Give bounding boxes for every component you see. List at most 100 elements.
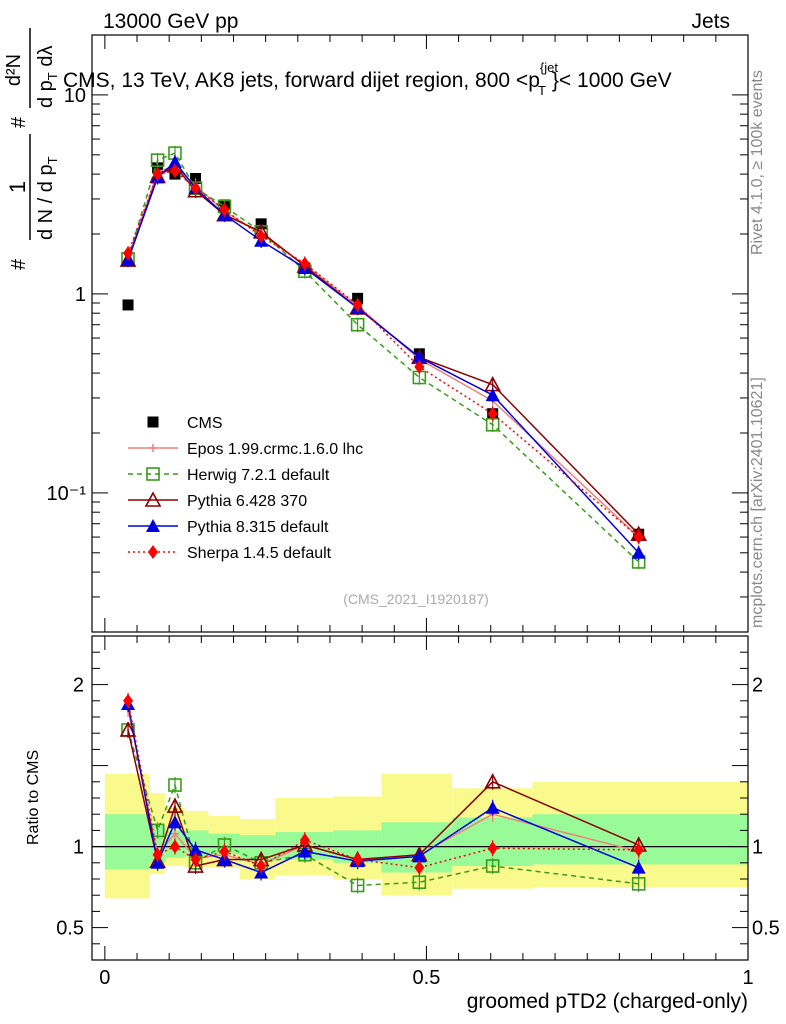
ratio-point-pythia8	[297, 844, 312, 858]
ratio-point-pythia8	[631, 860, 646, 874]
legend-marker-herwig	[146, 467, 160, 481]
main-point-sherpa	[219, 202, 230, 217]
ylabel-frac2-den-a: d p	[35, 80, 57, 108]
ratio-point-sherpa	[219, 844, 230, 859]
ratio-panel-frame: 2 2 1 1 0.5 0.5 0 0.5 1	[56, 635, 780, 989]
band-inner	[381, 822, 453, 873]
side-text-top: Rivet 4.1.0, ≥ 100k events	[749, 70, 766, 255]
ratio-point-herwig	[168, 778, 182, 792]
ratio-point-sherpa	[299, 833, 310, 848]
legend-item-pythia8: Pythia 8.315 default	[128, 519, 329, 536]
legend-item-herwig: Herwig 7.2.1 default	[128, 467, 330, 484]
ratio-point-sherpa	[190, 852, 201, 867]
legend-item-data: CMS	[147, 415, 223, 432]
main-point-sherpa	[487, 406, 498, 421]
main-series-pythia6	[119, 157, 648, 542]
side-text-bottom: mcplots.cern.ch [arXiv:2401.10621]	[749, 377, 766, 628]
legend-item-pythia6: Pythia 6.428 370	[128, 491, 307, 510]
ratio-point-pythia8	[188, 842, 203, 856]
main-point-sherpa	[633, 530, 644, 545]
ratio-point-sherpa	[256, 859, 267, 874]
y-tick-label: 2	[73, 675, 84, 697]
legend-label-data: CMS	[187, 415, 223, 432]
ratio-point-pythia6	[166, 797, 184, 813]
ratio-point-sherpa	[352, 852, 363, 867]
legend-item-epos: Epos 1.99.crmc.1.6.0 lhc	[128, 441, 363, 458]
ylabel-frac2-num: d²N	[3, 54, 25, 86]
ratio-point-herwig	[412, 875, 427, 890]
axes-frame	[91, 34, 749, 633]
ylabel-frac2-den-sub: T	[45, 72, 60, 80]
main-point-pythia8	[412, 350, 427, 364]
ratio-point-herwig	[350, 878, 365, 893]
title-prefix: CMS, 13 TeV, AK8 jets, forward dijet reg…	[63, 69, 540, 92]
ratio-point-sherpa	[487, 841, 498, 856]
ratio-point-herwig	[631, 877, 646, 891]
y-tick-label: 1	[73, 837, 84, 859]
legend-marker-data	[147, 416, 159, 428]
plot-title: CMS, 13 TeV, AK8 jets, forward dijet reg…	[63, 60, 672, 98]
legend-label-sherpa: Sherpa 1.4.5 default	[187, 545, 332, 562]
x-tick-label: 1	[742, 967, 753, 989]
ratio-point-pythia8	[167, 815, 182, 829]
ratio-point-sherpa	[414, 860, 425, 875]
ratio-uncertainty-bands	[92, 773, 748, 899]
main-point-sherpa	[299, 256, 310, 271]
ylabel-hash-1: #	[8, 258, 30, 270]
ylabel-frac1-den-text: d N / d p	[35, 164, 57, 240]
main-point-pythia8	[631, 545, 646, 559]
x-tick-label: 0	[99, 967, 110, 989]
main-point-sherpa	[256, 229, 267, 244]
ratio-point-pythia8	[412, 849, 427, 863]
legend: CMS Epos 1.99.crmc.1.6.0 lhc Herwig 7.2.1 …	[128, 415, 363, 562]
y-tick-label-right: 0.5	[752, 918, 780, 940]
main-point-sherpa	[152, 167, 163, 182]
main-point-pythia8	[167, 155, 182, 169]
legend-marker-pythia6	[144, 491, 162, 507]
legend-label-pythia6: Pythia 6.428 370	[187, 493, 307, 510]
legend-label-pythia8: Pythia 8.315 default	[187, 519, 329, 536]
ylabel-frac2-den-b: dλ	[35, 46, 57, 73]
y-tick-label: 0.5	[56, 918, 84, 940]
y-tick-label-right: 2	[752, 675, 763, 697]
main-series-epos	[124, 158, 643, 545]
ratio-series-sherpa	[123, 692, 644, 876]
main-point-sherpa	[352, 297, 363, 312]
main-point-herwig	[350, 317, 365, 332]
title-sup: {jet	[540, 60, 558, 75]
y-tick-label: 1	[75, 284, 86, 306]
ratio-point-pythia6	[187, 857, 204, 873]
ratio-point-sherpa	[123, 693, 134, 708]
ratio-series-layer	[119, 692, 648, 894]
legend-marker-pythia8	[146, 519, 160, 532]
y-axis-label-main: # 1 d N / d pT # d²N d pT dλ	[3, 28, 60, 270]
ratio-point-pythia6	[484, 773, 502, 789]
watermark: (CMS_2021_I1920187)	[343, 591, 489, 607]
ylabel-hash-2: #	[8, 116, 30, 128]
main-point-sherpa	[169, 163, 180, 178]
ratio-point-sherpa	[633, 842, 644, 857]
main-point-pythia8	[485, 388, 500, 402]
ylabel-frac1-den-sub: T	[45, 156, 60, 164]
y-tick-label-right: 1	[752, 837, 763, 859]
header-left: 13000 GeV pp	[103, 10, 238, 33]
ylabel-frac1-num: 1	[5, 181, 30, 193]
ratio-point-pythia6	[119, 721, 137, 737]
y-axis-label-ratio: Ratio to CMS	[25, 750, 42, 845]
ylabel-frac2-den: d pT dλ	[35, 46, 60, 108]
x-axis-label: groomed pTD2 (charged-only)	[467, 990, 748, 1013]
main-panel-frame: 10 1 10⁻¹	[47, 34, 749, 633]
x-tick-label: 0.5	[413, 967, 441, 989]
ylabel-frac1-den: d N / d pT	[35, 156, 60, 240]
y-tick-label: 10⁻¹	[47, 483, 87, 505]
main-series-layer	[119, 145, 648, 570]
y-tick-label: 10	[64, 85, 86, 107]
legend-marker-sherpa	[148, 545, 158, 559]
title-suffix: }< 1000 GeV	[552, 69, 672, 92]
ratio-point-pythia8	[485, 800, 500, 814]
ratio-point-sherpa	[169, 839, 180, 854]
main-series-sherpa	[123, 163, 644, 545]
main-point-data	[122, 299, 134, 311]
legend-label-epos: Epos 1.99.crmc.1.6.0 lhc	[187, 441, 363, 458]
